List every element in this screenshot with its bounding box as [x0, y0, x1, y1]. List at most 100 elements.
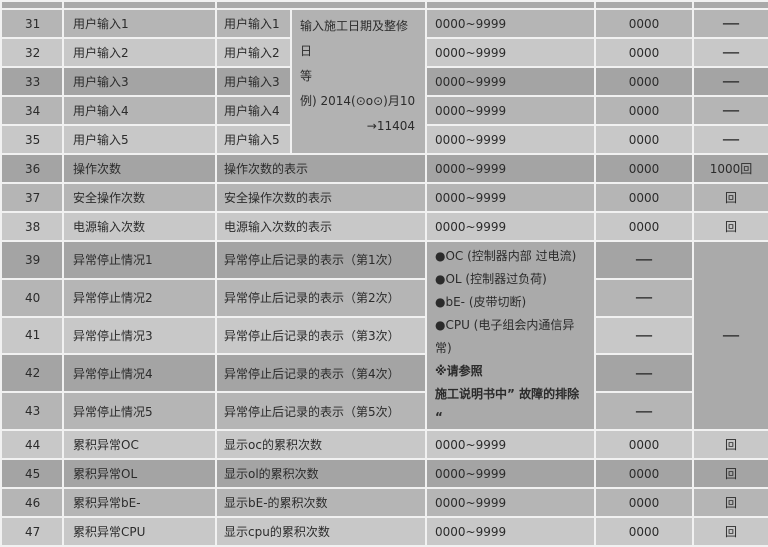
name-cell: 异常停止情况2	[62, 277, 217, 318]
unit-cell: —	[692, 8, 768, 39]
description-cell: 异常停止后记录的表示（第3次）	[215, 315, 427, 356]
row-number-cell: 45	[0, 458, 64, 489]
unit-cell: 回	[692, 182, 768, 213]
table-row: 46 累积异常bE- 显示bE-的累积次数 0000~9999 0000 回	[0, 487, 768, 518]
default-cell: 0000	[594, 487, 694, 518]
default-cell: 0000	[594, 66, 694, 97]
range-cell	[425, 0, 596, 10]
fault-code-line: ●CPU (电子组会内通信异常)	[435, 318, 575, 355]
row-number-cell: 39	[0, 240, 64, 280]
range-cell: 0000~9999	[425, 458, 596, 489]
range-cell: 0000~9999	[425, 153, 596, 184]
range-cell: 0000~9999	[425, 37, 596, 68]
unit-cell: —	[692, 66, 768, 97]
name-cell: 累积异常bE-	[62, 487, 217, 518]
name-cell: 累积异常OL	[62, 458, 217, 489]
row-number-cell: 35	[0, 124, 64, 155]
table-row: 37 安全操作次数 安全操作次数的表示 0000~9999 0000 回	[0, 182, 768, 213]
description-cell: 异常停止后记录的表示（第4次）	[215, 353, 427, 394]
name-cell: 用户输入4	[62, 95, 217, 126]
name-cell: 用户输入1	[62, 8, 217, 39]
description-cell	[215, 0, 427, 10]
fault-ref-line: 施工说明书中” 故障的排除 “	[435, 387, 580, 424]
range-cell: 0000~9999	[425, 95, 596, 126]
default-cell	[594, 0, 694, 10]
fault-code-line: ●OL (控制器过负荷)	[435, 272, 547, 286]
table-row: 31 用户输入1 用户输入1 输入施工日期及整修日 等 例) 2014(⊙o⊙)…	[0, 8, 768, 155]
row-number-cell: 44	[0, 429, 64, 460]
range-cell: 0000~9999	[425, 66, 596, 97]
row-number-cell: 37	[0, 182, 64, 213]
name-cell: 操作次数	[62, 153, 217, 184]
default-cell: 0000	[594, 37, 694, 68]
name-cell: 用户输入5	[62, 124, 217, 155]
table-row: 41 异常停止情况3 异常停止后记录的表示（第3次） —	[0, 315, 768, 356]
partial-row-top	[0, 0, 768, 10]
default-cell: —	[594, 391, 694, 431]
row-number-cell: 38	[0, 211, 64, 242]
description-cell: 显示cpu的累积次数	[215, 516, 427, 547]
unit-cell: 回	[692, 429, 768, 460]
default-cell: 0000	[594, 153, 694, 184]
name-cell: 异常停止情况1	[62, 240, 217, 280]
subname-cell: 用户输入1	[215, 8, 292, 39]
description-cell: 异常停止后记录的表示（第5次）	[215, 391, 427, 431]
range-cell: 0000~9999	[425, 124, 596, 155]
unit-cell-merged: —	[692, 240, 768, 431]
range-cell: 0000~9999	[425, 429, 596, 460]
default-cell: 0000	[594, 516, 694, 547]
default-cell: —	[594, 353, 694, 394]
default-cell: —	[594, 277, 694, 318]
fault-code-line: ●bE- (皮带切断)	[435, 295, 527, 309]
note-line: →11404	[366, 119, 415, 133]
subname-cell: 用户输入2	[215, 37, 292, 68]
name-cell: 安全操作次数	[62, 182, 217, 213]
row-number-cell: 32	[0, 37, 64, 68]
name-cell	[62, 0, 217, 10]
name-cell: 累积异常OC	[62, 429, 217, 460]
name-cell: 用户输入2	[62, 37, 217, 68]
name-cell: 异常停止情况5	[62, 391, 217, 431]
default-cell: 0000	[594, 458, 694, 489]
name-cell: 异常停止情况4	[62, 353, 217, 394]
note-line: 等	[300, 69, 313, 83]
range-cell: 0000~9999	[425, 487, 596, 518]
default-cell: 0000	[594, 124, 694, 155]
table-row: 38 电源输入次数 电源输入次数的表示 0000~9999 0000 回	[0, 211, 768, 242]
row-number-cell: 42	[0, 353, 64, 394]
unit-cell: —	[692, 124, 768, 155]
table-row: 42 异常停止情况4 异常停止后记录的表示（第4次） —	[0, 353, 768, 394]
table-row: 36 操作次数 操作次数的表示 0000~9999 0000 1000回	[0, 153, 768, 184]
unit-cell: 回	[692, 487, 768, 518]
range-cell: 0000~9999	[425, 516, 596, 547]
description-cell: 异常停止后记录的表示（第2次）	[215, 277, 427, 318]
subname-cell: 用户输入5	[215, 124, 292, 155]
description-cell: 显示oc的累积次数	[215, 429, 427, 460]
name-cell: 电源输入次数	[62, 211, 217, 242]
description-cell: 显示ol的累积次数	[215, 458, 427, 489]
table-row: 47 累积异常CPU 显示cpu的累积次数 0000~9999 0000 回	[0, 516, 768, 547]
default-cell: 0000	[594, 8, 694, 39]
range-cell: 0000~9999	[425, 182, 596, 213]
unit-cell: 1000回	[692, 153, 768, 184]
fault-code-line: ●OC (控制器内部 过电流)	[435, 249, 577, 263]
table-row: 39 异常停止情况1 异常停止后记录的表示（第1次） ●OC (控制器内部 过电…	[0, 240, 768, 431]
fault-codes-note-cell: ●OC (控制器内部 过电流) ●OL (控制器过负荷) ●bE- (皮带切断)…	[425, 240, 596, 431]
default-cell: 0000	[594, 182, 694, 213]
default-cell: —	[594, 240, 694, 280]
description-cell: 电源输入次数的表示	[215, 211, 427, 242]
default-cell: 0000	[594, 429, 694, 460]
unit-cell	[692, 0, 768, 10]
default-cell: —	[594, 315, 694, 356]
description-cell: 操作次数的表示	[215, 153, 427, 184]
fault-ref-line: ※请参照	[435, 364, 483, 378]
unit-cell: 回	[692, 458, 768, 489]
row-number-cell	[0, 0, 64, 10]
subname-cell: 用户输入3	[215, 66, 292, 97]
table-row: 44 累积异常OC 显示oc的累积次数 0000~9999 0000 回	[0, 429, 768, 460]
table-row: 40 异常停止情况2 异常停止后记录的表示（第2次） —	[0, 277, 768, 318]
unit-cell: —	[692, 95, 768, 126]
row-number-cell: 46	[0, 487, 64, 518]
name-cell: 累积异常CPU	[62, 516, 217, 547]
